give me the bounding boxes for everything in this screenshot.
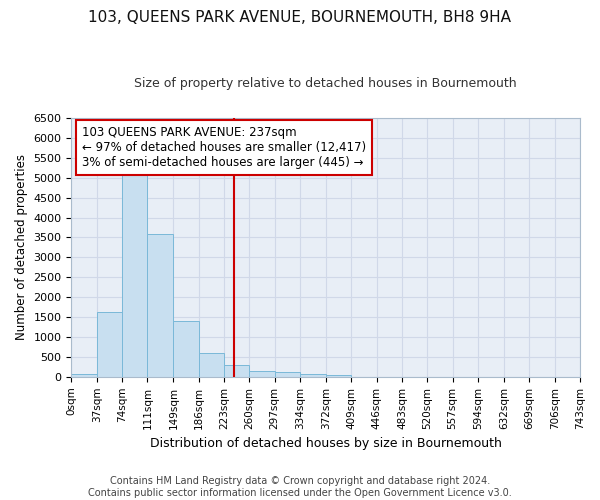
Bar [71,374,97,377]
Bar [224,366,250,377]
Bar [173,321,199,377]
Bar [326,375,352,377]
Bar [97,312,122,377]
Text: Contains HM Land Registry data © Crown copyright and database right 2024.
Contai: Contains HM Land Registry data © Crown c… [88,476,512,498]
Text: 103, QUEENS PARK AVENUE, BOURNEMOUTH, BH8 9HA: 103, QUEENS PARK AVENUE, BOURNEMOUTH, BH… [89,10,511,25]
X-axis label: Distribution of detached houses by size in Bournemouth: Distribution of detached houses by size … [150,437,502,450]
Title: Size of property relative to detached houses in Bournemouth: Size of property relative to detached ho… [134,78,517,90]
Bar [148,234,173,377]
Bar [275,372,300,377]
Bar [300,374,326,377]
Bar [199,353,224,377]
Bar [250,371,275,377]
Y-axis label: Number of detached properties: Number of detached properties [15,154,28,340]
Bar [122,174,148,377]
Text: 103 QUEENS PARK AVENUE: 237sqm
← 97% of detached houses are smaller (12,417)
3% : 103 QUEENS PARK AVENUE: 237sqm ← 97% of … [82,126,365,169]
